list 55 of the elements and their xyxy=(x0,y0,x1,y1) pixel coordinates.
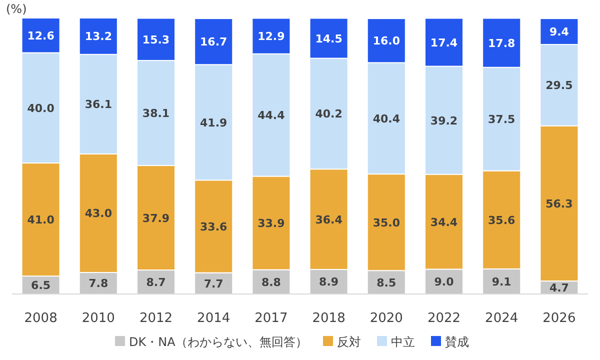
data-label: 35.0 xyxy=(372,216,400,230)
data-label: 8.7 xyxy=(146,276,166,290)
data-label: 17.8 xyxy=(488,36,516,50)
data-label: 34.4 xyxy=(430,216,458,229)
data-label: 9.4 xyxy=(549,26,570,39)
legend-label: 反対 xyxy=(337,335,361,349)
data-label: 41.0 xyxy=(27,214,55,227)
data-label: 14.5 xyxy=(315,32,342,46)
data-label: 41.9 xyxy=(200,116,228,130)
data-label: 6.5 xyxy=(31,279,51,292)
data-label: 12.6 xyxy=(27,29,55,42)
x-tick-label: 2018 xyxy=(312,311,346,326)
x-tick-label: 2012 xyxy=(139,311,173,326)
data-label: 38.1 xyxy=(142,106,170,120)
data-label: 8.5 xyxy=(376,276,396,290)
data-label: 40.4 xyxy=(372,112,400,126)
x-tick-label: 2024 xyxy=(485,311,518,326)
data-label: 12.9 xyxy=(258,30,285,44)
x-tick-label: 2017 xyxy=(254,311,288,326)
x-tick-label: 2008 xyxy=(24,311,58,326)
data-label: 37.9 xyxy=(142,212,170,225)
data-label: 33.9 xyxy=(258,217,285,230)
x-tick-label: 2026 xyxy=(542,311,576,326)
data-label: 9.1 xyxy=(492,275,512,288)
data-label: 4.7 xyxy=(549,282,569,295)
data-label: 56.3 xyxy=(546,197,573,210)
data-label: 7.8 xyxy=(88,277,108,290)
legend-label: DK・NA（わからない、無回答） xyxy=(129,335,308,349)
x-tick-label: 2014 xyxy=(197,311,230,326)
data-label: 40.2 xyxy=(315,108,342,121)
y-axis-title: (%) xyxy=(6,2,27,16)
data-label: 37.5 xyxy=(488,113,516,126)
x-tick-label: 2022 xyxy=(427,311,461,326)
legend-label: 中立 xyxy=(391,335,415,349)
data-label: 39.2 xyxy=(430,114,458,128)
data-label: 7.7 xyxy=(204,277,224,290)
legend-label: 賛成 xyxy=(445,335,469,349)
data-label: 44.4 xyxy=(258,109,286,122)
data-label: 15.3 xyxy=(142,33,170,46)
data-label: 16.0 xyxy=(372,34,400,48)
x-tick-label: 2020 xyxy=(370,311,403,326)
data-label: 35.6 xyxy=(488,214,516,227)
data-label: 36.1 xyxy=(84,98,112,112)
data-label: 13.2 xyxy=(84,30,112,44)
data-label: 9.0 xyxy=(434,276,454,289)
data-label: 17.4 xyxy=(430,36,458,50)
x-tick-label: 2010 xyxy=(82,311,115,326)
data-label: 43.0 xyxy=(84,207,112,220)
data-label: 29.5 xyxy=(546,79,573,92)
data-label: 8.8 xyxy=(261,276,281,289)
data-label: 16.7 xyxy=(200,36,228,49)
data-label: 40.0 xyxy=(27,102,55,115)
data-label: 36.4 xyxy=(315,213,343,226)
data-label: 8.9 xyxy=(319,276,339,289)
data-label: 33.6 xyxy=(200,220,228,234)
